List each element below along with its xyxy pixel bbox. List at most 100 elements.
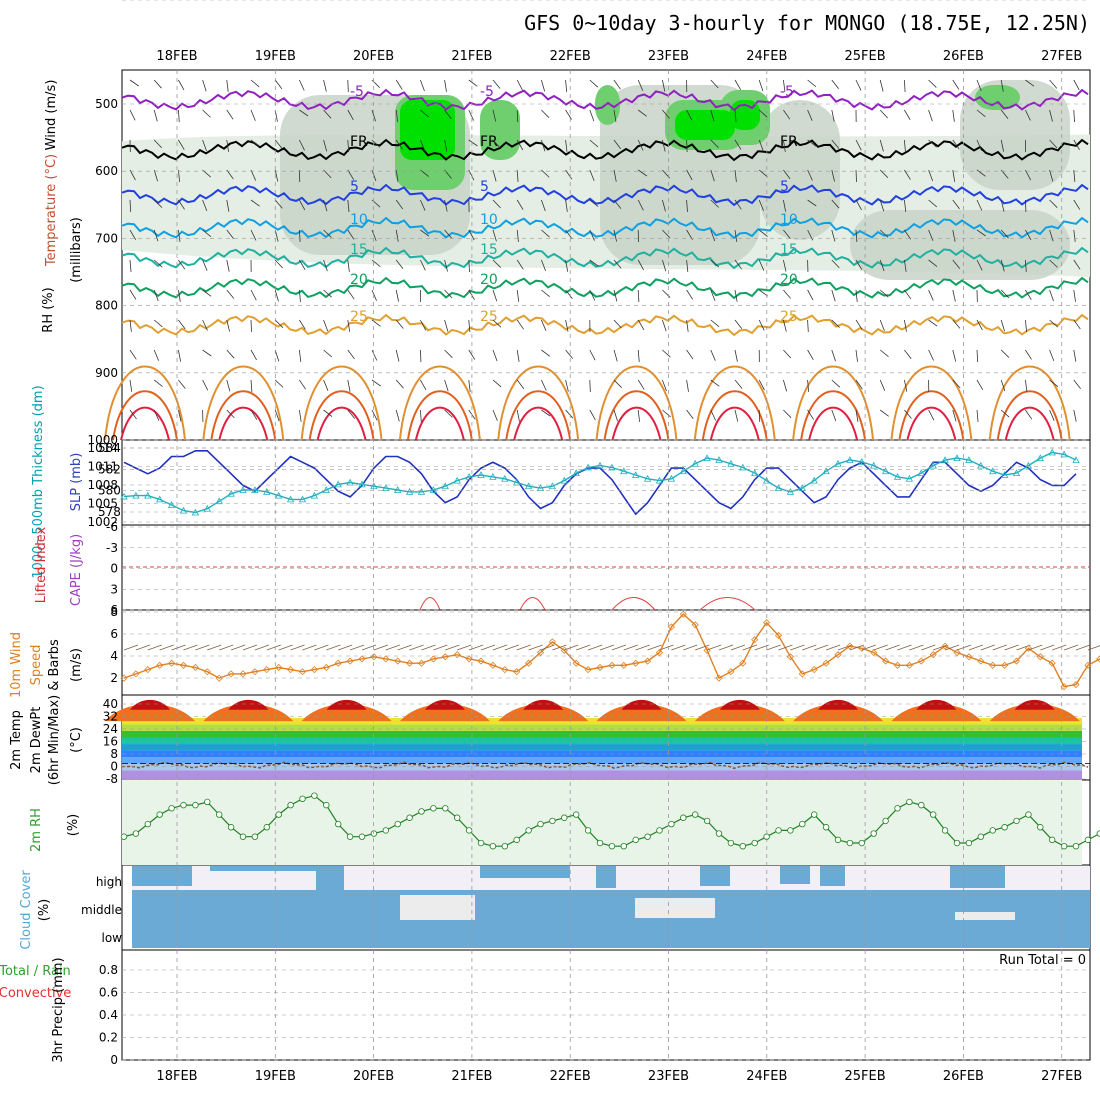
wind-barb bbox=[517, 110, 518, 122]
bl-arch bbox=[907, 408, 955, 440]
wind-barb bbox=[638, 290, 639, 302]
ylabel-wind: Wind (m/s) bbox=[44, 80, 59, 151]
wind10-barb bbox=[564, 645, 578, 650]
temp2m-panel bbox=[105, 700, 1090, 780]
isotherm-5-label: 5 bbox=[350, 179, 359, 195]
wind10-barb bbox=[457, 645, 471, 650]
wind-barb bbox=[372, 290, 377, 301]
rh2m-marker bbox=[312, 793, 318, 799]
wind10-barb bbox=[386, 645, 400, 650]
rh2m-marker bbox=[324, 802, 330, 808]
wind10-barb bbox=[1076, 645, 1090, 650]
wind-barb bbox=[541, 290, 549, 297]
wind10-barb bbox=[767, 645, 781, 650]
wind-barb bbox=[251, 380, 252, 392]
bl-arch bbox=[416, 408, 464, 440]
precip-tick: 0.4 bbox=[99, 1008, 118, 1022]
slp-tick: 1014 bbox=[87, 441, 118, 455]
wind-barb bbox=[904, 290, 911, 299]
wind-barb bbox=[687, 410, 694, 419]
wind-barb bbox=[953, 290, 956, 302]
wind10-barb bbox=[422, 645, 436, 650]
lifted-index-bump bbox=[520, 598, 545, 611]
lifted-index-bump bbox=[612, 598, 655, 611]
bl-arch bbox=[613, 408, 661, 440]
ylabel-temp-unit: (°C) bbox=[69, 727, 84, 753]
wind-barb bbox=[227, 320, 230, 332]
wind10-barb bbox=[909, 645, 923, 650]
rh2m-marker bbox=[240, 834, 246, 840]
wind-barb bbox=[566, 80, 567, 92]
wind10-barb bbox=[636, 645, 650, 650]
temp-daily-peak-hot bbox=[523, 700, 563, 710]
cloud-high-block bbox=[780, 866, 810, 884]
isotherm-minus5-label: -5 bbox=[780, 84, 794, 100]
ylabel-rh2m-unit: (%) bbox=[66, 814, 81, 837]
wind-barb bbox=[759, 410, 760, 422]
ylabel-cape: CAPE (J/kg) bbox=[69, 534, 84, 606]
wind-barb bbox=[590, 350, 595, 360]
wind-barb bbox=[178, 380, 185, 389]
wind10-barb bbox=[243, 645, 257, 650]
rh2m-marker bbox=[466, 828, 472, 834]
wind-barb bbox=[904, 350, 911, 359]
rh2m-marker bbox=[300, 796, 306, 802]
isotherm-25-label: 25 bbox=[780, 309, 798, 325]
panel-frame-precip bbox=[122, 950, 1090, 1060]
wind-barb bbox=[493, 410, 497, 421]
rh2m-marker bbox=[562, 815, 568, 821]
wind-barb bbox=[759, 320, 764, 330]
wind10-barb bbox=[969, 645, 983, 650]
wind-barb bbox=[614, 350, 617, 361]
temp-daily-peak-hot bbox=[327, 700, 367, 710]
bl-arch bbox=[1006, 408, 1054, 440]
wind-barb bbox=[735, 410, 738, 422]
cloud-level-high: high bbox=[96, 875, 122, 889]
wind-barb bbox=[348, 350, 355, 359]
wind-barb bbox=[590, 380, 591, 392]
wind-barb bbox=[929, 350, 934, 360]
wind-barb bbox=[808, 320, 809, 332]
wind10-barb bbox=[374, 645, 388, 650]
pressure-tick: 600 bbox=[95, 164, 118, 178]
wind-barb bbox=[299, 80, 304, 90]
wind10-barb bbox=[802, 645, 816, 650]
wind10-barb bbox=[707, 645, 721, 650]
bl-arch bbox=[793, 367, 873, 441]
wind10-barb bbox=[291, 645, 305, 650]
rh-fill bbox=[122, 780, 1082, 865]
isotherm-10-label: 10 bbox=[350, 212, 368, 228]
rh2m-marker bbox=[288, 802, 294, 808]
rh2m-marker bbox=[942, 828, 948, 834]
ylabel-wind10: 10m Wind bbox=[9, 632, 24, 698]
rh2m-marker bbox=[609, 843, 615, 849]
wind10-barb bbox=[588, 645, 602, 650]
rh2m-marker bbox=[133, 831, 139, 837]
wind-barb bbox=[808, 80, 816, 87]
wind-barb bbox=[880, 80, 883, 91]
wind10-barb bbox=[279, 645, 293, 650]
wind-barb bbox=[566, 110, 572, 120]
rh2m-marker bbox=[228, 824, 234, 830]
wind-barb bbox=[590, 80, 598, 87]
wind10-tick: 2 bbox=[110, 671, 118, 685]
date-label-top: 27FEB bbox=[1041, 49, 1082, 64]
bl-arch bbox=[514, 408, 562, 440]
wind-barb bbox=[469, 110, 474, 120]
freezing-level-label: FR bbox=[780, 134, 798, 150]
date-label-top: 26FEB bbox=[943, 49, 984, 64]
wind-barb bbox=[227, 260, 229, 272]
wind-barb bbox=[517, 80, 522, 90]
wind-barb bbox=[904, 320, 906, 332]
isotherm-10-label: 10 bbox=[480, 212, 498, 228]
bl-arch bbox=[318, 408, 366, 440]
wind-barb bbox=[541, 350, 549, 356]
wind10-barb bbox=[612, 645, 626, 650]
rh2m-marker bbox=[1026, 812, 1032, 818]
wind-barb bbox=[251, 350, 257, 360]
li-tick: -6 bbox=[106, 520, 118, 534]
rh2m-marker bbox=[895, 805, 901, 811]
date-label-bottom: 26FEB bbox=[943, 1069, 984, 1084]
ylabel-cloud: Cloud Cover bbox=[19, 870, 34, 950]
rh2m-marker bbox=[514, 837, 520, 843]
